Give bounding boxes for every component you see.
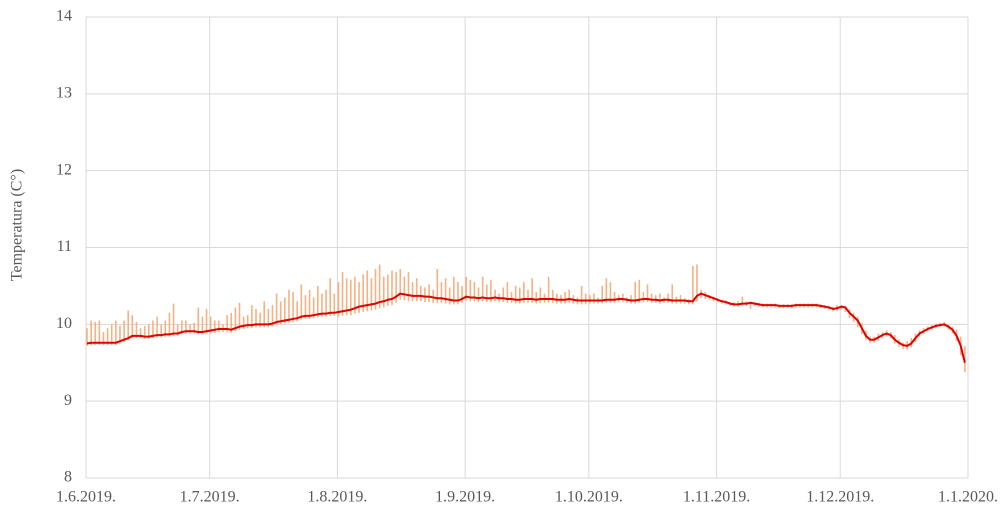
y-tick-label: 10: [56, 315, 72, 332]
x-tick-label: 1.8.2019.: [307, 489, 367, 506]
x-tick-label: 1.1.2020.: [938, 489, 998, 506]
y-axis-label: Temperatura (C°): [9, 169, 26, 281]
y-tick-label: 12: [56, 161, 72, 178]
y-tick-label: 8: [64, 469, 72, 486]
x-tick-label: 1.9.2019.: [435, 489, 495, 506]
x-tick-label: 1.6.2019.: [56, 489, 116, 506]
y-tick-label: 14: [56, 8, 72, 25]
x-tick-label: 1.11.2019.: [683, 489, 750, 506]
y-tick-label: 13: [56, 85, 72, 102]
x-tick-label: 1.7.2019.: [180, 489, 240, 506]
mean-line: [86, 292, 966, 363]
x-tick-label: 1.12.2019.: [806, 489, 874, 506]
y-tick-label: 9: [64, 392, 72, 409]
y-tick-label: 11: [57, 238, 72, 255]
x-tick-label: 1.10.2019.: [555, 489, 623, 506]
